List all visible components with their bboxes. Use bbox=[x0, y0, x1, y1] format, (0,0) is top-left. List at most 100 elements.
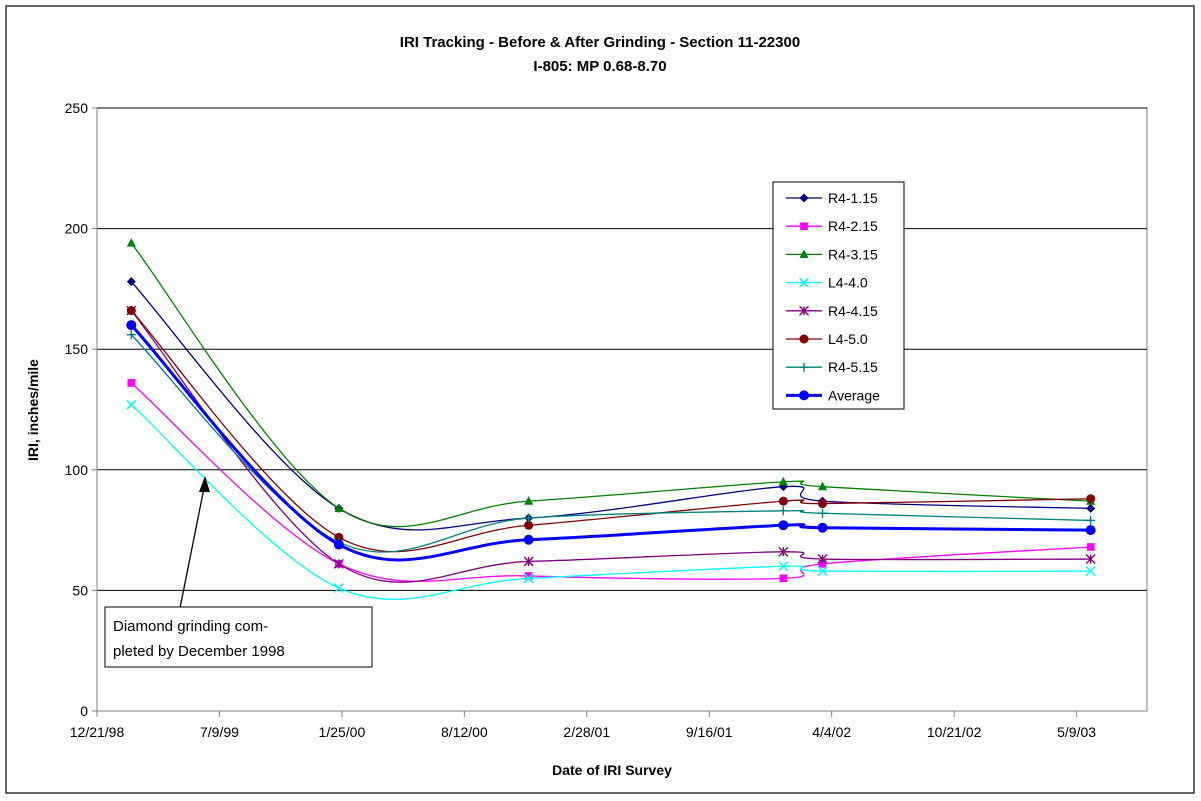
data-point bbox=[778, 476, 788, 486]
y-tick-label: 200 bbox=[65, 221, 89, 237]
chart-title: IRI Tracking - Before & After Grinding -… bbox=[400, 34, 800, 51]
annotation-line-1: Diamond grinding com- bbox=[113, 618, 268, 635]
legend-label: R4-5.15 bbox=[828, 359, 878, 375]
legend-item-L4-4.0: L4-4.0 bbox=[786, 275, 868, 291]
data-point bbox=[778, 506, 788, 516]
data-point bbox=[778, 496, 788, 506]
legend-marker bbox=[798, 277, 810, 288]
y-axis-ticks: 0 50 100 150 200 250 bbox=[65, 100, 98, 719]
data-point bbox=[524, 513, 534, 523]
y-tick-label: 100 bbox=[65, 462, 89, 478]
data-point bbox=[127, 379, 136, 387]
legend-label: Average bbox=[828, 387, 880, 403]
data-point bbox=[523, 573, 534, 584]
x-tick-label: 4/4/02 bbox=[812, 724, 851, 740]
series-line bbox=[130, 310, 1091, 583]
data-point bbox=[817, 566, 828, 577]
legend-item-R4-4.15: R4-4.15 bbox=[786, 303, 878, 319]
data-point bbox=[778, 561, 789, 572]
x-tick-label: 10/21/02 bbox=[927, 724, 982, 740]
legend-label: R4-1.15 bbox=[828, 190, 878, 206]
series-line bbox=[130, 324, 1091, 562]
legend-label: L4-5.0 bbox=[828, 331, 868, 347]
data-point bbox=[126, 238, 136, 247]
series-L4-5.0 bbox=[126, 306, 1096, 553]
x-tick-label: 12/21/98 bbox=[70, 724, 125, 740]
x-tick-label: 7/9/99 bbox=[200, 724, 239, 740]
legend-marker bbox=[799, 193, 809, 203]
legend-marker bbox=[799, 249, 809, 258]
data-point bbox=[818, 508, 828, 518]
y-tick-label: 0 bbox=[80, 703, 88, 719]
data-point bbox=[1086, 543, 1095, 551]
legend-item-L4-5.0: L4-5.0 bbox=[786, 331, 868, 347]
annotation-arrow bbox=[179, 482, 206, 609]
legend-marker bbox=[799, 334, 809, 344]
series-layer bbox=[126, 238, 1096, 600]
data-point bbox=[126, 306, 136, 316]
data-point bbox=[523, 556, 534, 567]
legend-item-R4-2.15: R4-2.15 bbox=[786, 218, 878, 234]
x-tick-label: 2/28/01 bbox=[563, 724, 610, 740]
legend-label: R4-3.15 bbox=[828, 246, 878, 262]
data-point bbox=[333, 539, 344, 550]
legend-marker bbox=[799, 305, 809, 316]
legend-marker bbox=[799, 390, 809, 401]
data-point bbox=[778, 520, 789, 531]
x-axis-ticks: 12/21/98 7/9/99 1/25/00 8/12/00 2/28/01 9/16/… bbox=[70, 710, 1147, 740]
y-tick-label: 150 bbox=[65, 341, 89, 357]
x-tick-label: 1/25/00 bbox=[319, 724, 366, 740]
x-axis-title: Date of IRI Survey bbox=[552, 762, 672, 778]
data-point bbox=[126, 330, 136, 340]
annotation: Diamond grinding com- pleted by December… bbox=[104, 476, 373, 668]
data-point bbox=[334, 503, 344, 512]
legend: R4-1.15 R4-2.15 R4-3.15 L4-4.0 R4-4.15 L4-5.0… bbox=[772, 181, 905, 410]
y-axis-title: IRI, inches/mile bbox=[25, 359, 41, 461]
data-point bbox=[524, 496, 534, 505]
data-point bbox=[817, 522, 828, 533]
x-tick-label: 8/12/00 bbox=[441, 724, 488, 740]
data-point bbox=[1086, 515, 1096, 525]
series-line bbox=[130, 404, 1091, 600]
series-line bbox=[130, 310, 1091, 553]
data-point bbox=[1085, 525, 1096, 536]
data-point bbox=[126, 277, 136, 287]
annotation-line-2: pleted by December 1998 bbox=[113, 643, 285, 660]
chart-subtitle: I-805: MP 0.68-8.70 bbox=[533, 58, 666, 75]
legend-item-R4-5.15: R4-5.15 bbox=[786, 359, 878, 375]
legend-label: R4-2.15 bbox=[828, 218, 878, 234]
data-point bbox=[1086, 494, 1096, 504]
data-point bbox=[523, 534, 534, 545]
legend-item-R4-3.15: R4-3.15 bbox=[786, 246, 878, 262]
data-point bbox=[524, 572, 533, 580]
legend-label: L4-4.0 bbox=[828, 275, 868, 291]
data-point bbox=[818, 481, 828, 491]
data-point bbox=[333, 558, 344, 569]
series-Average bbox=[126, 320, 1096, 562]
data-point bbox=[333, 582, 344, 594]
data-point bbox=[1085, 566, 1096, 577]
data-point bbox=[818, 499, 828, 509]
annotation-arrowhead bbox=[199, 476, 210, 492]
series-R4-4.15 bbox=[126, 305, 1096, 583]
data-point bbox=[1085, 554, 1096, 565]
series-L4-4.0 bbox=[126, 399, 1096, 600]
data-point bbox=[779, 574, 788, 583]
legend-item-R4-1.15: R4-1.15 bbox=[786, 190, 878, 206]
y-tick-label: 250 bbox=[65, 100, 89, 116]
series-line bbox=[130, 382, 1091, 582]
x-tick-label: 5/9/03 bbox=[1057, 724, 1096, 740]
legend-item-Average: Average bbox=[786, 387, 880, 403]
legend-marker bbox=[800, 222, 808, 231]
legend-label: R4-4.15 bbox=[828, 303, 878, 319]
data-point bbox=[126, 399, 137, 410]
y-tick-label: 50 bbox=[72, 582, 88, 598]
legend-box bbox=[772, 181, 905, 410]
data-point bbox=[817, 554, 828, 565]
annotation-box bbox=[104, 606, 373, 668]
x-tick-label: 9/16/01 bbox=[686, 724, 733, 740]
series-line bbox=[130, 242, 1091, 528]
gridlines bbox=[97, 107, 1147, 591]
data-point bbox=[524, 520, 534, 530]
